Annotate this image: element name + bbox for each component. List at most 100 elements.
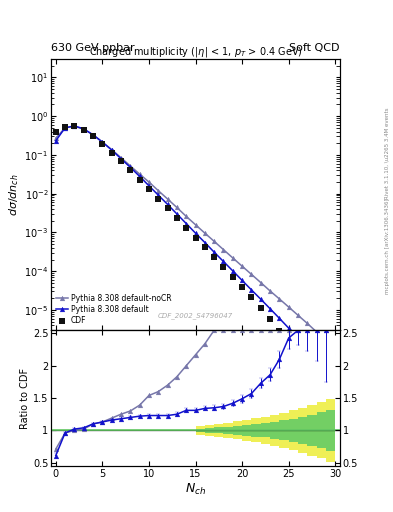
Pythia 8.308 default: [63, 125, 68, 131]
Pythia 8.308 default: [72, 123, 77, 129]
CDF: [202, 243, 208, 251]
Pythia 8.308 default: [258, 296, 263, 302]
Pythia 8.308 default-noCR: [81, 126, 86, 132]
Bar: [205, 425, 214, 436]
X-axis label: $N_{ch}$: $N_{ch}$: [185, 481, 206, 497]
CDF: [155, 195, 162, 203]
CDF: [323, 401, 329, 409]
Bar: [307, 415, 317, 446]
Pythia 8.308 default-noCR: [240, 263, 244, 269]
Pythia 8.308 default-noCR: [137, 171, 142, 177]
CDF: [230, 272, 236, 281]
Line: Pythia 8.308 default: Pythia 8.308 default: [53, 123, 329, 371]
Pythia 8.308 default: [212, 249, 217, 255]
Text: 630 GeV ppbar: 630 GeV ppbar: [51, 44, 135, 53]
Pythia 8.308 default: [202, 240, 207, 246]
Bar: [205, 428, 214, 433]
Pythia 8.308 default: [221, 259, 226, 265]
Pythia 8.308 default: [249, 287, 254, 293]
Bar: [233, 426, 242, 435]
Pythia 8.308 default-noCR: [286, 304, 291, 310]
Pythia 8.308 default: [193, 230, 198, 236]
Pythia 8.308 default-noCR: [323, 337, 328, 344]
Pythia 8.308 default-noCR: [193, 222, 198, 228]
Bar: [298, 408, 307, 453]
Pythia 8.308 default: [156, 192, 161, 198]
CDF: [53, 129, 59, 137]
CDF: [211, 253, 217, 261]
CDF: [276, 327, 283, 335]
CDF: [71, 122, 77, 130]
Bar: [214, 424, 224, 437]
CDF: [108, 148, 115, 157]
Bar: [270, 422, 279, 439]
Pythia 8.308 default-noCR: [72, 123, 77, 129]
Bar: [279, 413, 289, 448]
Pythia 8.308 default-noCR: [305, 321, 310, 327]
CDF: [99, 140, 105, 148]
Pythia 8.308 default: [165, 201, 170, 207]
CDF: [295, 352, 301, 360]
Pythia 8.308 default-noCR: [174, 204, 179, 210]
Bar: [289, 419, 298, 442]
Pythia 8.308 default-noCR: [147, 179, 151, 185]
Bar: [242, 420, 252, 441]
Bar: [196, 429, 205, 432]
Pythia 8.308 default: [109, 147, 114, 153]
Bar: [289, 410, 298, 451]
Pythia 8.308 default: [323, 366, 328, 372]
Bar: [261, 417, 270, 444]
Pythia 8.308 default: [296, 335, 300, 341]
CDF: [81, 125, 87, 134]
CDF: [220, 263, 227, 271]
Pythia 8.308 default: [128, 164, 133, 170]
Bar: [224, 423, 233, 438]
Bar: [242, 425, 252, 436]
Bar: [224, 427, 233, 434]
CDF: [239, 283, 245, 291]
CDF: [193, 233, 199, 242]
Pythia 8.308 default-noCR: [258, 280, 263, 286]
CDF: [314, 382, 320, 390]
Text: Rivet 3.1.10, \u2265 3.4M events: Rivet 3.1.10, \u2265 3.4M events: [385, 108, 389, 199]
CDF: [248, 293, 255, 302]
Pythia 8.308 default-noCR: [63, 125, 68, 131]
Pythia 8.308 default: [53, 138, 58, 144]
CDF: [136, 176, 143, 184]
Pythia 8.308 default: [119, 156, 123, 162]
CDF: [164, 204, 171, 212]
Bar: [298, 417, 307, 444]
Pythia 8.308 default: [100, 139, 105, 145]
CDF: [257, 304, 264, 312]
CDF: [62, 123, 68, 131]
Pythia 8.308 default-noCR: [221, 247, 226, 253]
Bar: [317, 402, 326, 458]
Pythia 8.308 default: [268, 306, 272, 312]
Pythia 8.308 default: [137, 173, 142, 179]
Pythia 8.308 default: [174, 211, 179, 217]
Bar: [196, 426, 205, 435]
Legend: Pythia 8.308 default-noCR, Pythia 8.308 default, CDF: Pythia 8.308 default-noCR, Pythia 8.308 …: [55, 292, 173, 327]
Pythia 8.308 default-noCR: [184, 214, 189, 220]
Pythia 8.308 default-noCR: [296, 312, 300, 318]
Bar: [317, 412, 326, 449]
Pythia 8.308 default: [277, 315, 282, 322]
Pythia 8.308 default-noCR: [53, 135, 58, 141]
Pythia 8.308 default-noCR: [230, 255, 235, 261]
Pythia 8.308 default: [314, 355, 319, 361]
Line: Pythia 8.308 default-noCR: Pythia 8.308 default-noCR: [53, 124, 329, 343]
Pythia 8.308 default-noCR: [100, 139, 105, 145]
Pythia 8.308 default: [305, 345, 310, 351]
Y-axis label: Ratio to CDF: Ratio to CDF: [20, 368, 30, 429]
Pythia 8.308 default-noCR: [202, 230, 207, 236]
Pythia 8.308 default-noCR: [128, 163, 133, 169]
Pythia 8.308 default-noCR: [314, 329, 319, 335]
Pythia 8.308 default-noCR: [119, 155, 123, 161]
CDF: [286, 339, 292, 347]
Bar: [270, 415, 279, 446]
Bar: [279, 420, 289, 440]
Bar: [214, 428, 224, 433]
Bar: [252, 424, 261, 437]
Title: Charged multiplicity ($|\eta|$ < 1, $p_T$ > 0.4 GeV): Charged multiplicity ($|\eta|$ < 1, $p_T…: [88, 45, 303, 59]
Text: Soft QCD: Soft QCD: [290, 44, 340, 53]
